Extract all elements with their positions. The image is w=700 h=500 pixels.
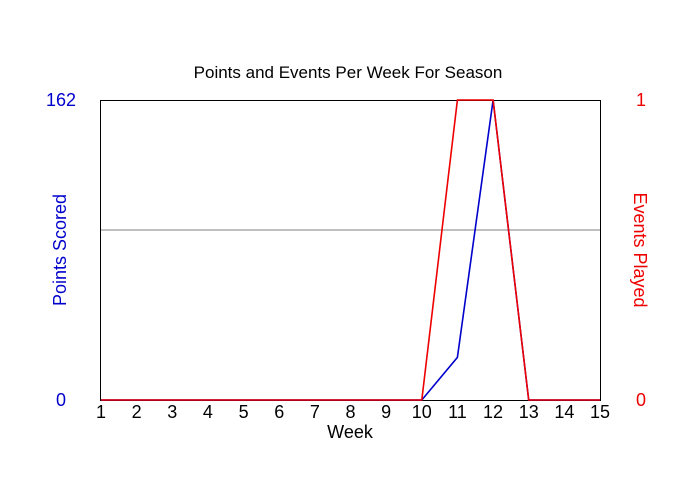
right-tick-label: 1 — [636, 90, 646, 110]
x-tick-label: 3 — [167, 402, 177, 422]
x-tick-label: 12 — [483, 402, 503, 422]
x-tick-label: 6 — [274, 402, 284, 422]
x-tick-label: 15 — [590, 402, 610, 422]
left-axis-ticks: 0 162 — [46, 90, 76, 410]
x-axis-label: Week — [327, 422, 374, 442]
left-tick-label: 162 — [46, 90, 76, 110]
x-tick-label: 8 — [345, 402, 355, 422]
x-tick-label: 13 — [519, 402, 539, 422]
events-played-series-line — [101, 99, 600, 401]
left-axis-label: Points Scored — [50, 194, 70, 306]
x-tick-label: 10 — [412, 402, 432, 422]
chart-title: Points and Events Per Week For Season — [194, 63, 503, 82]
right-tick-label: 0 — [636, 390, 646, 410]
x-tick-label: 7 — [310, 402, 320, 422]
right-axis-ticks: 01 — [636, 90, 646, 410]
x-tick-label: 9 — [381, 402, 391, 422]
right-axis-label: Events Played — [630, 192, 650, 307]
x-tick-label: 14 — [554, 402, 574, 422]
x-tick-label: 1 — [96, 402, 106, 422]
x-tick-label: 5 — [239, 402, 249, 422]
x-tick-label: 4 — [203, 402, 213, 422]
x-tick-label: 2 — [132, 402, 142, 422]
left-tick-label: 0 — [56, 390, 66, 410]
points-scored-series-line — [101, 99, 600, 401]
series-layer — [101, 99, 600, 401]
x-axis-ticks: 1 2 3 4 5 6 7 8 9 10 11 12 13 14 15 — [96, 402, 610, 422]
x-tick-label: 11 — [448, 402, 467, 422]
plot-area-frame — [100, 100, 601, 401]
